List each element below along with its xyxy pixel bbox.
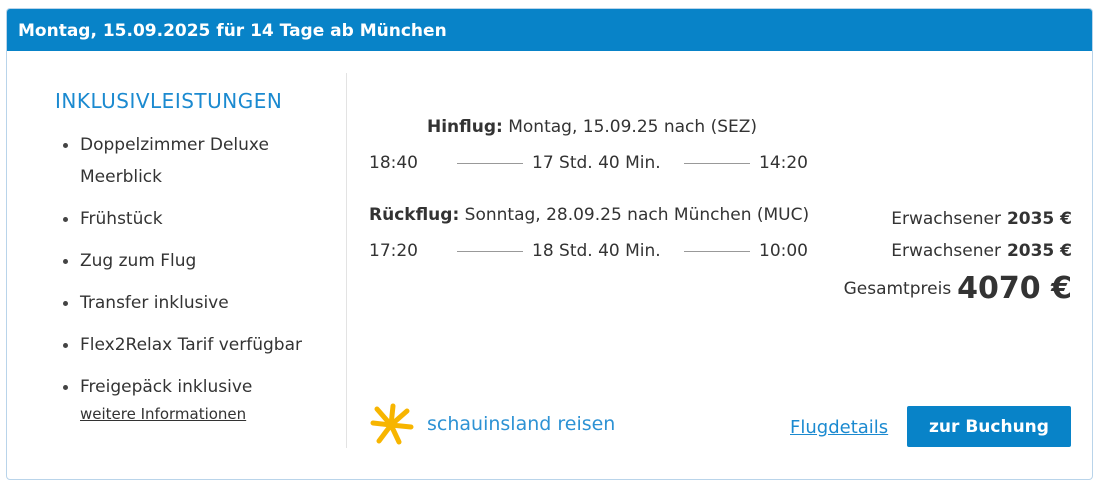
return-departure: 17:20 (369, 241, 418, 261)
outbound-arrival: 14:20 (759, 153, 808, 173)
more-info-link[interactable]: weitere Informationen (80, 405, 247, 423)
offer-header: Montag, 15.09.2025 für 14 Tage ab Münche… (7, 9, 1092, 51)
list-item: Zug zum Flug (55, 245, 315, 277)
return-label: Rückflug: (369, 205, 460, 225)
outbound-departure: 18:40 (369, 153, 418, 173)
book-button[interactable]: zur Buchung (907, 406, 1071, 447)
price-row: Erwachsener 2035 € (891, 241, 1072, 261)
flight-line (457, 163, 523, 164)
brand-name: schauinsland reisen (427, 413, 616, 435)
price-amount: 2035 € (1006, 209, 1072, 229)
offer-card: Montag, 15.09.2025 für 14 Tage ab Münche… (6, 8, 1093, 480)
total-label: Gesamtpreis (843, 279, 952, 299)
return-arrival: 10:00 (759, 241, 808, 261)
flight-line (457, 251, 523, 252)
return-title: Rückflug: Sonntag, 28.09.25 nach München… (369, 205, 809, 225)
list-item: Transfer inklusive (55, 287, 315, 319)
sun-icon (370, 403, 414, 445)
price-label: Erwachsener (891, 241, 1001, 261)
total-amount: 4070 € (957, 271, 1072, 306)
outbound-label: Hinflug: (427, 117, 503, 137)
outbound-title: Hinflug: Montag, 15.09.25 nach (SEZ) (427, 117, 757, 137)
brand-logo: schauinsland reisen (369, 403, 615, 445)
outbound-duration: 17 Std. 40 Min. (532, 153, 661, 173)
divider (346, 73, 347, 448)
return-duration: 18 Std. 40 Min. (532, 241, 661, 261)
list-item: Frühstück (55, 203, 315, 235)
list-item: Freigepäck inklusive (55, 371, 315, 403)
list-item: Doppelzimmer Deluxe Meerblick (55, 129, 315, 193)
flight-line (684, 163, 750, 164)
return-info: Sonntag, 28.09.25 nach München (MUC) (464, 205, 810, 225)
flight-line (684, 251, 750, 252)
price-label: Erwachsener (891, 209, 1001, 229)
total-price: Gesamtpreis 4070 € (844, 271, 1072, 306)
flight-details-link[interactable]: Flugdetails (790, 417, 889, 438)
inclusions-list: Doppelzimmer Deluxe Meerblick Frühstück … (55, 129, 315, 413)
price-amount: 2035 € (1006, 241, 1072, 261)
price-row: Erwachsener 2035 € (891, 209, 1072, 229)
outbound-info: Montag, 15.09.25 nach (SEZ) (508, 117, 758, 137)
inclusions-title: INKLUSIVLEISTUNGEN (55, 89, 283, 113)
list-item: Flex2Relax Tarif verfügbar (55, 329, 315, 361)
